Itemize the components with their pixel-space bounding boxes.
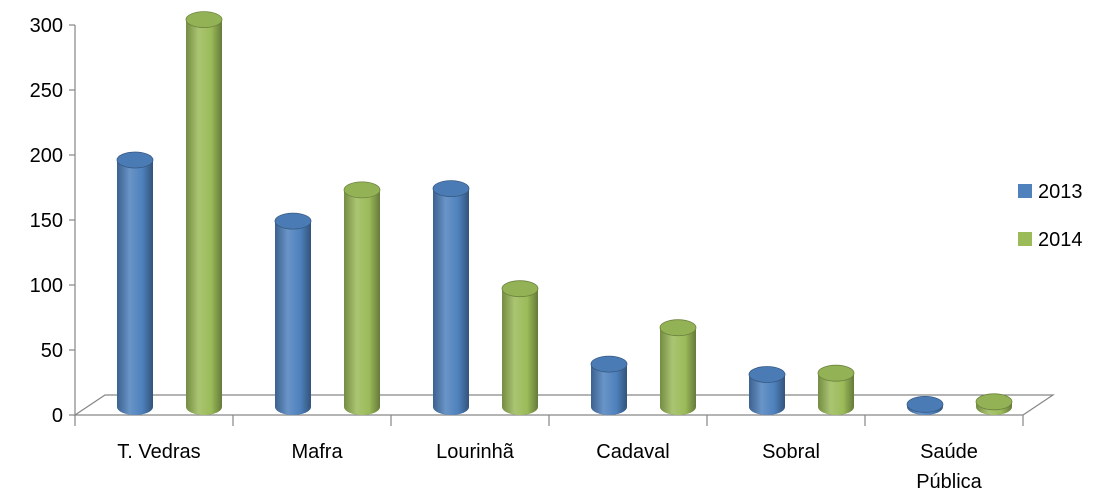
bar-2014 (975, 393, 1013, 415)
legend-label-2014: 2014 (1038, 229, 1083, 251)
x-category-label: Saúde (920, 441, 978, 463)
y-tick-label: 100 (30, 275, 63, 297)
bar-body (818, 373, 854, 415)
bar-2014 (343, 181, 381, 415)
bar-2013 (432, 180, 470, 415)
bar-2013 (906, 395, 944, 415)
legend-swatch-2014 (1018, 232, 1032, 246)
y-tick-label: 200 (30, 145, 63, 167)
chart-floor (73, 394, 1055, 416)
y-tick-label: 0 (52, 405, 63, 427)
bar-body (275, 221, 311, 415)
x-category-label: Mafra (291, 441, 343, 463)
bar-body (749, 374, 785, 415)
bar-body (660, 327, 696, 415)
bar-body (502, 288, 538, 415)
bar-2013 (590, 355, 628, 415)
bar-2014 (659, 319, 697, 415)
bar-top (659, 319, 697, 337)
bar-top (501, 280, 539, 298)
bar-2014 (501, 280, 539, 415)
y-tick-label: 250 (30, 80, 63, 102)
bar-2013 (116, 151, 154, 415)
bar-top (817, 364, 855, 382)
bar-body (344, 189, 380, 415)
bar-top (185, 11, 223, 29)
bar-top (343, 181, 381, 199)
y-tick-label: 150 (30, 210, 63, 232)
y-tick-label: 300 (30, 15, 63, 37)
bar-2013 (748, 366, 786, 415)
bar-2014 (185, 11, 223, 415)
bar-top (274, 212, 312, 230)
bar-2014 (817, 364, 855, 415)
bar-top (116, 151, 154, 169)
x-category-label: Sobral (762, 441, 820, 463)
y-tick-label: 50 (41, 340, 63, 362)
x-category-label: Pública (916, 471, 982, 493)
bar-body (117, 160, 153, 415)
bar-top (748, 366, 786, 383)
bar-body (433, 188, 469, 415)
legend-swatch-2013 (1018, 184, 1032, 198)
legend-label-2013: 2013 (1038, 181, 1083, 203)
x-category-label: Lourinhã (436, 441, 515, 463)
bar-top (590, 355, 628, 373)
bar-body (186, 19, 222, 415)
bar-top (432, 180, 470, 198)
bar-2013 (274, 212, 312, 415)
bar-top (975, 393, 1013, 411)
x-category-label: Cadaval (596, 441, 669, 463)
bar-body (591, 364, 627, 415)
bar-top (906, 395, 944, 413)
x-category-label: T. Vedras (117, 441, 200, 463)
